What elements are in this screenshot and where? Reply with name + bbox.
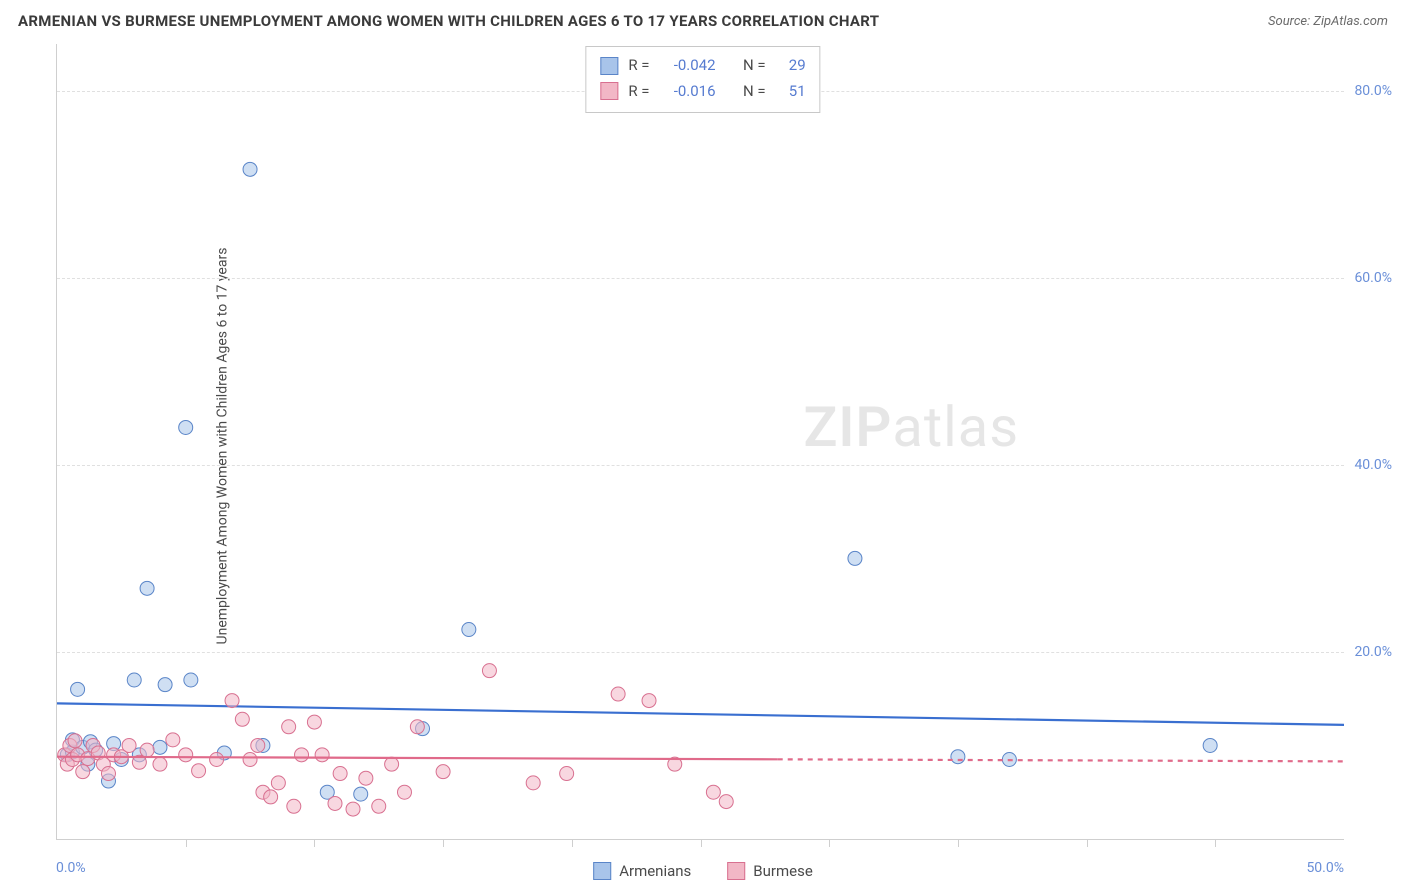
data-point bbox=[295, 748, 309, 762]
data-point bbox=[153, 757, 167, 771]
data-point bbox=[436, 765, 450, 779]
data-point bbox=[243, 753, 257, 767]
x-tick bbox=[1215, 839, 1216, 847]
y-tick-label: 40.0% bbox=[1354, 457, 1392, 473]
data-point bbox=[127, 673, 141, 687]
legend-swatch bbox=[600, 82, 618, 100]
data-point bbox=[359, 771, 373, 785]
stats-row: R = -0.042 N = 29 bbox=[600, 53, 805, 79]
data-point bbox=[251, 738, 265, 752]
data-point bbox=[848, 551, 862, 565]
data-point bbox=[140, 581, 154, 595]
x-tick bbox=[572, 839, 573, 847]
data-point bbox=[462, 622, 476, 636]
trend-line-dashed bbox=[778, 759, 1344, 761]
x-tick bbox=[829, 839, 830, 847]
data-point bbox=[158, 678, 172, 692]
stats-legend: R = -0.042 N = 29 R = -0.016 N = 51 bbox=[585, 46, 820, 113]
stat-r-label: R = bbox=[628, 79, 649, 105]
stat-r-label: R = bbox=[628, 53, 649, 79]
data-point bbox=[140, 743, 154, 757]
gridline bbox=[57, 652, 1344, 653]
legend-swatch bbox=[727, 862, 745, 880]
data-point bbox=[225, 694, 239, 708]
legend-item: Burmese bbox=[727, 862, 813, 880]
data-point bbox=[101, 767, 115, 781]
gridline bbox=[57, 465, 1344, 466]
data-point bbox=[184, 673, 198, 687]
data-point bbox=[68, 734, 82, 748]
x-tick bbox=[186, 839, 187, 847]
legend-label: Armenians bbox=[619, 862, 691, 880]
data-point bbox=[243, 162, 257, 176]
gridline bbox=[57, 278, 1344, 279]
data-point bbox=[1203, 738, 1217, 752]
x-tick bbox=[314, 839, 315, 847]
stat-r-value: -0.016 bbox=[660, 79, 716, 105]
data-point bbox=[153, 740, 167, 754]
y-tick-label: 60.0% bbox=[1354, 270, 1392, 286]
data-point bbox=[282, 720, 296, 734]
data-point bbox=[76, 765, 90, 779]
data-point bbox=[372, 799, 386, 813]
source-attribution: Source: ZipAtlas.com bbox=[1268, 14, 1388, 29]
data-point bbox=[235, 712, 249, 726]
x-tick bbox=[1087, 839, 1088, 847]
scatter-svg bbox=[57, 44, 1344, 839]
x-axis-max-label: 50.0% bbox=[1306, 860, 1344, 876]
stat-r-value: -0.042 bbox=[660, 53, 716, 79]
stat-n-label: N = bbox=[743, 79, 766, 105]
stats-row: R = -0.016 N = 51 bbox=[600, 79, 805, 105]
data-point bbox=[328, 796, 342, 810]
stat-n-value: 51 bbox=[776, 79, 806, 105]
data-point bbox=[179, 420, 193, 434]
chart-title: ARMENIAN VS BURMESE UNEMPLOYMENT AMONG W… bbox=[18, 12, 879, 30]
data-point bbox=[611, 687, 625, 701]
data-point bbox=[642, 694, 656, 708]
data-point bbox=[333, 767, 347, 781]
legend-swatch bbox=[600, 57, 618, 75]
x-tick bbox=[958, 839, 959, 847]
data-point bbox=[719, 795, 733, 809]
data-point bbox=[410, 720, 424, 734]
data-point bbox=[315, 748, 329, 762]
legend-swatch bbox=[593, 862, 611, 880]
x-tick bbox=[443, 839, 444, 847]
plot-area: ZIPatlas bbox=[56, 44, 1344, 840]
x-axis-origin-label: 0.0% bbox=[56, 860, 86, 876]
data-point bbox=[951, 750, 965, 764]
data-point bbox=[179, 748, 193, 762]
trend-line bbox=[57, 703, 1344, 725]
data-point bbox=[706, 785, 720, 799]
y-tick-label: 20.0% bbox=[1354, 644, 1392, 660]
data-point bbox=[482, 664, 496, 678]
data-point bbox=[307, 715, 321, 729]
data-point bbox=[192, 764, 206, 778]
data-point bbox=[385, 757, 399, 771]
stat-n-value: 29 bbox=[776, 53, 806, 79]
x-tick bbox=[701, 839, 702, 847]
data-point bbox=[560, 767, 574, 781]
data-point bbox=[271, 776, 285, 790]
data-point bbox=[397, 785, 411, 799]
legend-item: Armenians bbox=[593, 862, 691, 880]
data-point bbox=[122, 738, 136, 752]
chart-header: ARMENIAN VS BURMESE UNEMPLOYMENT AMONG W… bbox=[18, 12, 1388, 30]
data-point bbox=[354, 787, 368, 801]
y-tick-label: 80.0% bbox=[1354, 83, 1392, 99]
legend-label: Burmese bbox=[753, 862, 813, 880]
data-point bbox=[287, 799, 301, 813]
data-point bbox=[526, 776, 540, 790]
stat-n-label: N = bbox=[743, 53, 766, 79]
data-point bbox=[71, 682, 85, 696]
series-legend: Armenians Burmese bbox=[593, 862, 813, 880]
data-point bbox=[210, 753, 224, 767]
data-point bbox=[264, 790, 278, 804]
data-point bbox=[166, 733, 180, 747]
data-point bbox=[346, 802, 360, 816]
